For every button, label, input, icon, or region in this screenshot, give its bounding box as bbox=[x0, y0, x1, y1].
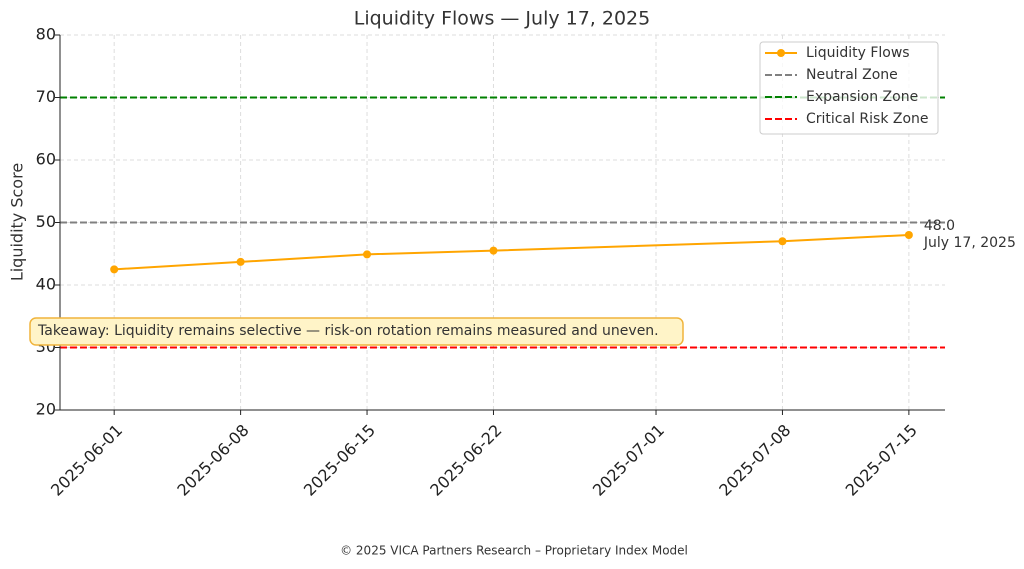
takeaway-box bbox=[29, 317, 684, 346]
x-tick-label: 2025-07-08 bbox=[715, 421, 794, 500]
data-point bbox=[110, 265, 119, 274]
takeaway: Takeaway: Liquidity remains selective — … bbox=[37, 323, 659, 339]
y-tick-label: 50 bbox=[36, 212, 56, 231]
y-tick-label: 40 bbox=[36, 275, 56, 294]
x-tick-label: 2025-06-01 bbox=[47, 421, 126, 500]
legend-label: Critical Risk Zone bbox=[806, 111, 929, 127]
data-point bbox=[363, 250, 372, 259]
data-line bbox=[114, 234, 909, 271]
legend-label: Expansion Zone bbox=[806, 89, 918, 105]
value-label: 48.0 bbox=[924, 218, 955, 234]
legend-marker bbox=[777, 49, 785, 57]
x-tick-label: 2025-06-15 bbox=[300, 421, 379, 500]
y-tick-label: 80 bbox=[36, 25, 56, 44]
x-tick-label: 2025-07-01 bbox=[589, 421, 668, 500]
x-tick-label: 2025-07-15 bbox=[842, 421, 921, 500]
x-tick-label: 2025-06-22 bbox=[426, 421, 505, 500]
x-tick-label: 2025-06-08 bbox=[173, 421, 252, 500]
y-axis-label: Liquidity Score bbox=[8, 163, 27, 281]
data-point bbox=[489, 246, 498, 255]
legend-box bbox=[759, 41, 939, 135]
legend-label: Neutral Zone bbox=[806, 67, 898, 83]
y-tick-label: 20 bbox=[36, 400, 56, 419]
footer: © 2025 VICA Partners Research – Propriet… bbox=[340, 544, 688, 558]
annotation: July 17, 2025 bbox=[923, 235, 1016, 251]
data-point bbox=[904, 231, 913, 239]
legend-label: Liquidity Flows bbox=[806, 45, 910, 61]
data-point bbox=[236, 257, 245, 266]
y-tick-label: 60 bbox=[36, 150, 56, 169]
chart-title: Liquidity Flows — July 17, 2025 bbox=[354, 8, 651, 30]
y-tick-label: 70 bbox=[36, 87, 56, 106]
data-point bbox=[778, 237, 787, 246]
